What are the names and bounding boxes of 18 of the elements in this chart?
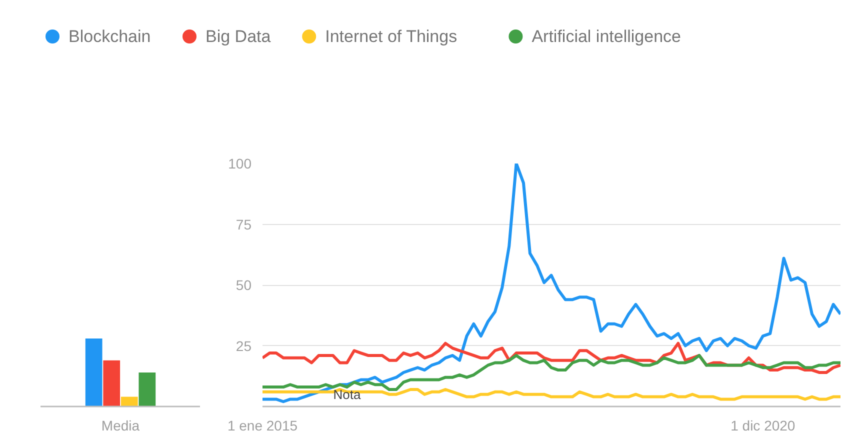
bar [85,338,102,406]
legend-label: Blockchain [68,27,151,46]
x-tick-label: 1 ene 2015 [227,418,298,434]
legend-label: Big Data [206,27,272,46]
line-series [262,164,840,404]
line-series [262,354,840,391]
bar [120,396,138,406]
y-tick-label: 100 [228,156,252,172]
legend-label: Artificial intelligence [532,27,681,46]
line-series [262,388,840,401]
y-tick-label: 75 [236,216,252,232]
y-tick-label: 50 [236,277,252,293]
bar [138,372,156,406]
legend-label: Internet of Things [325,27,458,46]
y-tick-label: 25 [236,338,252,354]
bar [103,360,120,406]
x-tick-label: 1 dic 2020 [730,418,796,434]
x-tick-label: Media [101,418,140,434]
